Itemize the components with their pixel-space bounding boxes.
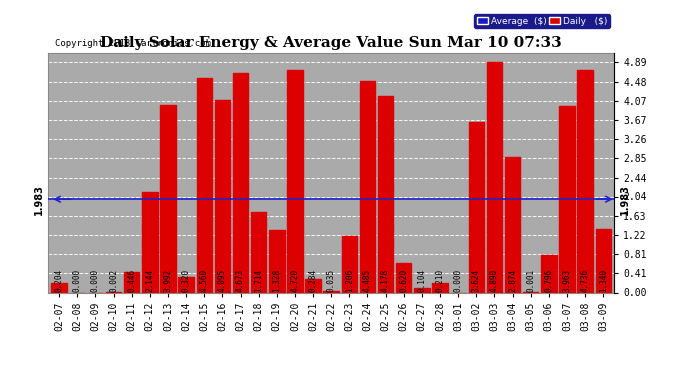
Text: 0.284: 0.284 xyxy=(308,269,317,292)
Text: 1.714: 1.714 xyxy=(254,269,263,292)
Text: 0.035: 0.035 xyxy=(326,269,336,292)
Bar xyxy=(595,230,611,292)
Text: 0.796: 0.796 xyxy=(544,269,553,292)
Bar xyxy=(486,62,502,292)
Bar xyxy=(541,255,557,292)
Bar xyxy=(269,230,284,292)
Text: 0.000: 0.000 xyxy=(453,269,462,292)
Bar xyxy=(378,96,393,292)
Text: 3.963: 3.963 xyxy=(562,269,571,292)
Bar xyxy=(215,100,230,292)
Text: 0.000: 0.000 xyxy=(91,269,100,292)
Bar xyxy=(233,73,248,292)
Text: 2.144: 2.144 xyxy=(146,269,155,292)
Bar xyxy=(433,283,448,292)
Text: 2.874: 2.874 xyxy=(508,269,517,292)
Text: 0.001: 0.001 xyxy=(526,269,535,292)
Bar xyxy=(414,288,430,292)
Bar xyxy=(505,157,520,292)
Bar xyxy=(160,105,176,292)
Text: 0.620: 0.620 xyxy=(400,269,408,292)
Bar xyxy=(578,70,593,292)
Text: 0.446: 0.446 xyxy=(127,269,136,292)
Text: 1.328: 1.328 xyxy=(273,269,282,292)
Text: 4.890: 4.890 xyxy=(490,269,499,292)
Text: 1.206: 1.206 xyxy=(345,269,354,292)
Bar xyxy=(251,212,266,292)
Text: 1.983: 1.983 xyxy=(34,184,44,214)
Text: 4.485: 4.485 xyxy=(363,269,372,292)
Bar xyxy=(52,283,67,292)
Text: 1.983: 1.983 xyxy=(620,184,630,214)
Text: 0.002: 0.002 xyxy=(109,269,118,292)
Text: 4.673: 4.673 xyxy=(236,269,245,292)
Text: 3.992: 3.992 xyxy=(164,269,172,292)
Bar xyxy=(559,106,575,292)
Text: 3.624: 3.624 xyxy=(472,269,481,292)
Text: 0.204: 0.204 xyxy=(55,269,63,292)
Text: Copyright 2013 Cartronics.com: Copyright 2013 Cartronics.com xyxy=(55,39,211,48)
Text: 4.736: 4.736 xyxy=(580,269,589,292)
Text: 0.320: 0.320 xyxy=(181,269,190,292)
Bar xyxy=(306,279,321,292)
Text: 0.210: 0.210 xyxy=(435,269,444,292)
Bar xyxy=(342,236,357,292)
Bar xyxy=(197,78,212,292)
Text: 4.095: 4.095 xyxy=(218,269,227,292)
Text: 1.340: 1.340 xyxy=(599,269,608,292)
Text: 4.720: 4.720 xyxy=(290,269,299,292)
Bar xyxy=(359,81,375,292)
Bar xyxy=(124,272,139,292)
Bar xyxy=(287,70,303,292)
Text: 4.178: 4.178 xyxy=(381,269,390,292)
Title: Daily Solar Energy & Average Value Sun Mar 10 07:33: Daily Solar Energy & Average Value Sun M… xyxy=(100,36,562,50)
Bar xyxy=(469,122,484,292)
Bar xyxy=(324,291,339,292)
Legend: Average  ($), Daily   ($): Average ($), Daily ($) xyxy=(474,14,609,28)
Bar xyxy=(396,263,411,292)
Text: 0.104: 0.104 xyxy=(417,269,426,292)
Bar xyxy=(179,278,194,292)
Bar xyxy=(142,192,157,292)
Text: 0.000: 0.000 xyxy=(73,269,82,292)
Text: 4.560: 4.560 xyxy=(200,269,209,292)
